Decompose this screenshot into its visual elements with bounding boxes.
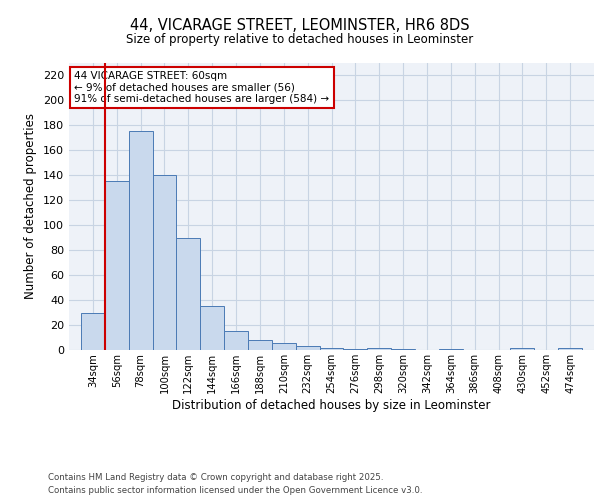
Text: Contains HM Land Registry data © Crown copyright and database right 2025.: Contains HM Land Registry data © Crown c…	[48, 472, 383, 482]
Bar	[200, 306, 224, 350]
Bar	[272, 342, 296, 350]
Bar	[128, 131, 152, 350]
Bar	[152, 175, 176, 350]
Bar	[81, 312, 105, 350]
Bar	[439, 349, 463, 350]
Text: 44, VICARAGE STREET, LEOMINSTER, HR6 8DS: 44, VICARAGE STREET, LEOMINSTER, HR6 8DS	[130, 18, 470, 32]
Bar	[391, 349, 415, 350]
Bar	[105, 181, 128, 350]
Y-axis label: Number of detached properties: Number of detached properties	[25, 114, 37, 299]
X-axis label: Distribution of detached houses by size in Leominster: Distribution of detached houses by size …	[172, 398, 491, 411]
Bar	[248, 340, 272, 350]
Bar	[343, 349, 367, 350]
Bar	[224, 331, 248, 350]
Bar	[296, 346, 320, 350]
Text: Contains public sector information licensed under the Open Government Licence v3: Contains public sector information licen…	[48, 486, 422, 495]
Text: Size of property relative to detached houses in Leominster: Size of property relative to detached ho…	[127, 32, 473, 46]
Bar	[511, 348, 535, 350]
Bar	[558, 348, 582, 350]
Text: 44 VICARAGE STREET: 60sqm
← 9% of detached houses are smaller (56)
91% of semi-d: 44 VICARAGE STREET: 60sqm ← 9% of detach…	[74, 71, 329, 104]
Bar	[176, 238, 200, 350]
Bar	[320, 348, 343, 350]
Bar	[367, 348, 391, 350]
